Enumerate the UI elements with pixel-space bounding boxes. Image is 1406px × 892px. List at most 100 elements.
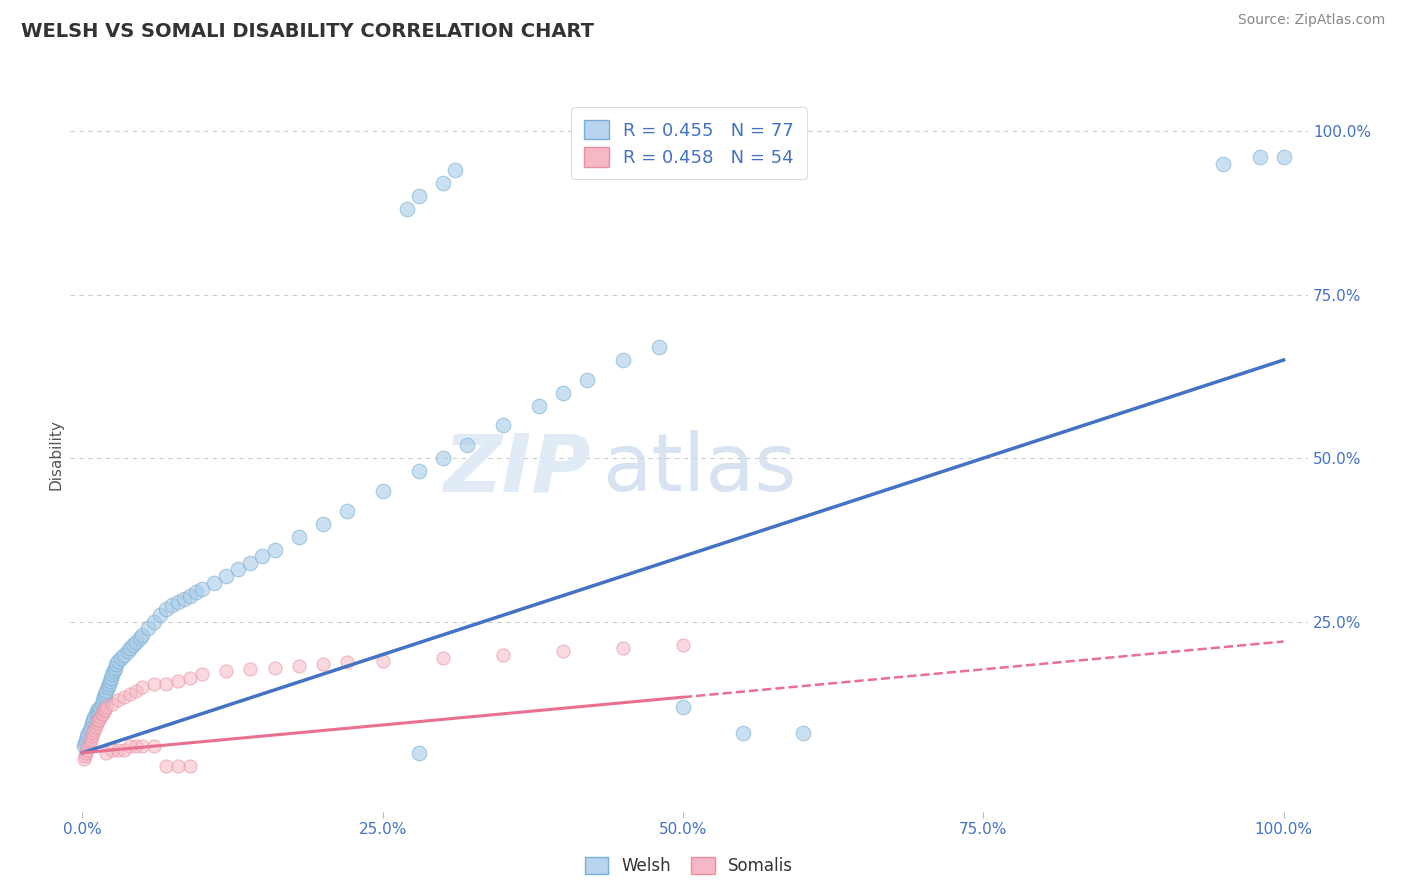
Point <box>93 703 115 717</box>
Point <box>83 710 105 724</box>
Point <box>83 723 105 737</box>
Point <box>76 730 98 744</box>
Point <box>263 661 285 675</box>
Point <box>77 726 100 740</box>
Point <box>131 628 153 642</box>
Point <box>96 700 118 714</box>
Text: ZIP: ZIP <box>443 430 591 508</box>
Point <box>432 451 454 466</box>
Point <box>408 464 430 478</box>
Point <box>94 703 117 717</box>
Point <box>186 585 208 599</box>
Point <box>336 656 359 670</box>
Point <box>90 697 112 711</box>
Point <box>131 739 153 754</box>
Point <box>167 759 190 773</box>
Point <box>287 659 309 673</box>
Point <box>89 703 111 717</box>
Point <box>287 530 309 544</box>
Point <box>101 667 124 681</box>
Point <box>84 720 107 734</box>
Point <box>191 667 214 681</box>
Point <box>149 608 172 623</box>
Point <box>84 706 107 721</box>
Point <box>371 654 394 668</box>
Point <box>551 644 574 658</box>
Point <box>89 713 111 727</box>
Point <box>80 720 103 734</box>
Point <box>191 582 214 596</box>
Point <box>87 706 110 721</box>
Y-axis label: Disability: Disability <box>48 419 63 491</box>
Point <box>80 730 103 744</box>
Point <box>101 697 124 711</box>
Point <box>179 671 201 685</box>
Point <box>432 651 454 665</box>
Point <box>120 641 142 656</box>
Point <box>432 176 454 190</box>
Point <box>94 687 117 701</box>
Point <box>120 687 142 701</box>
Point <box>371 483 394 498</box>
Point <box>131 681 153 695</box>
Point <box>138 621 160 635</box>
Point <box>87 713 110 727</box>
Point <box>792 726 814 740</box>
Point <box>672 638 695 652</box>
Point <box>1249 150 1271 164</box>
Point <box>162 599 184 613</box>
Point <box>107 742 129 756</box>
Text: WELSH VS SOMALI DISABILITY CORRELATION CHART: WELSH VS SOMALI DISABILITY CORRELATION C… <box>21 22 595 41</box>
Point <box>107 654 129 668</box>
Point <box>103 664 125 678</box>
Point <box>155 759 177 773</box>
Point <box>125 634 148 648</box>
Point <box>104 661 127 675</box>
Point <box>110 651 132 665</box>
Point <box>79 723 101 737</box>
Point <box>98 673 121 688</box>
Point <box>80 716 103 731</box>
Point <box>239 556 262 570</box>
Point <box>86 716 108 731</box>
Point <box>155 601 177 615</box>
Point <box>73 736 96 750</box>
Point <box>129 632 152 646</box>
Point <box>612 353 634 368</box>
Point <box>204 575 226 590</box>
Point <box>179 759 201 773</box>
Legend: Welsh, Somalis: Welsh, Somalis <box>578 850 800 882</box>
Point <box>79 736 101 750</box>
Point <box>76 742 98 756</box>
Point <box>311 516 333 531</box>
Point <box>575 373 598 387</box>
Point <box>90 706 112 721</box>
Point <box>167 595 190 609</box>
Point <box>143 739 166 754</box>
Point <box>89 710 111 724</box>
Point <box>143 677 166 691</box>
Point <box>1272 150 1295 164</box>
Point <box>263 542 285 557</box>
Point <box>73 749 96 764</box>
Point <box>336 503 359 517</box>
Point <box>125 739 148 754</box>
Point <box>104 657 127 672</box>
Point <box>612 641 634 656</box>
Point <box>120 739 142 754</box>
Point <box>215 664 238 678</box>
Point <box>97 677 120 691</box>
Point <box>551 385 574 400</box>
Point <box>408 746 430 760</box>
Point <box>96 681 118 695</box>
Point <box>86 703 108 717</box>
Point <box>82 713 104 727</box>
Point <box>82 726 104 740</box>
Point <box>228 562 250 576</box>
Point <box>112 742 135 756</box>
Point <box>101 742 124 756</box>
Point <box>96 683 118 698</box>
Point <box>1212 156 1234 170</box>
Point <box>77 739 100 754</box>
Point <box>648 340 671 354</box>
